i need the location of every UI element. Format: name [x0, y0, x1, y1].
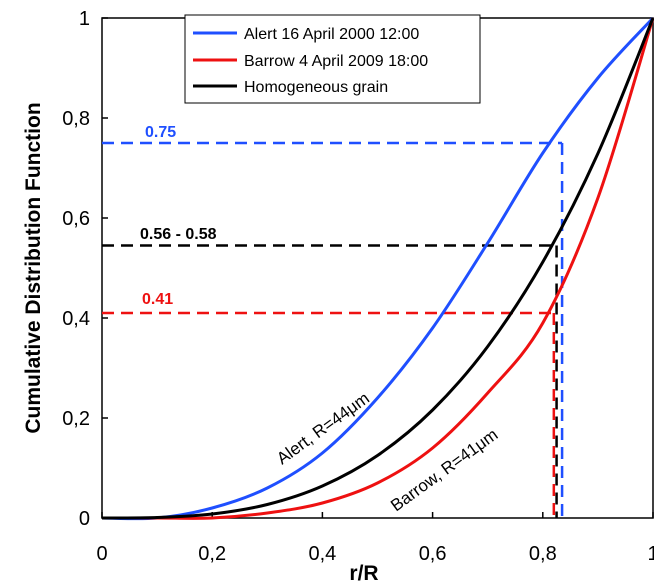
x-tick-label: 0,2	[198, 543, 226, 565]
annotation-label-2: 0.41	[142, 291, 173, 308]
legend: Alert 16 April 2000 12:00 Barrow 4 April…	[184, 14, 481, 104]
x-tick-label: 0	[96, 543, 107, 565]
y-tick-label: 0,8	[62, 108, 90, 130]
y-axis-title: Cumulative Distribution Function	[22, 102, 45, 433]
x-tick-label: 0,8	[529, 543, 557, 565]
series-lines	[101, 16, 654, 521]
legend-label-alert: Alert 16 April 2000 12:00	[244, 26, 419, 43]
x-tick-label: 0,4	[308, 543, 336, 565]
reference-lines	[102, 141, 564, 518]
annotation-label-0: 0.75	[145, 124, 176, 141]
x-tick-label: 1	[647, 543, 654, 565]
x-axis-ticks: 0 0,2 0,4 0,6 0,8 1	[96, 512, 654, 565]
curve-label-alert: Alert, R=44μm	[273, 389, 373, 469]
legend-label-barrow: Barrow 4 April 2009 18:00	[244, 53, 428, 70]
y-axis-ticks: 0 0,2 0,4 0,6 0,8 1	[62, 8, 108, 530]
x-axis-title: r/R	[349, 562, 378, 582]
y-tick-label: 0	[79, 508, 90, 530]
series-line-2	[101, 17, 654, 520]
y-tick-label: 0,2	[62, 408, 90, 430]
y-tick-label: 0,6	[62, 208, 90, 230]
annotation-label-1: 0.56 - 0.58	[140, 226, 217, 243]
y-tick-label: 0,4	[62, 308, 90, 330]
x-tick-label: 0,6	[419, 543, 447, 565]
series-line-0	[101, 16, 654, 521]
y-tick-label: 1	[79, 8, 90, 30]
series-line-1	[102, 17, 654, 520]
legend-label-homogeneous: Homogeneous grain	[244, 79, 388, 96]
